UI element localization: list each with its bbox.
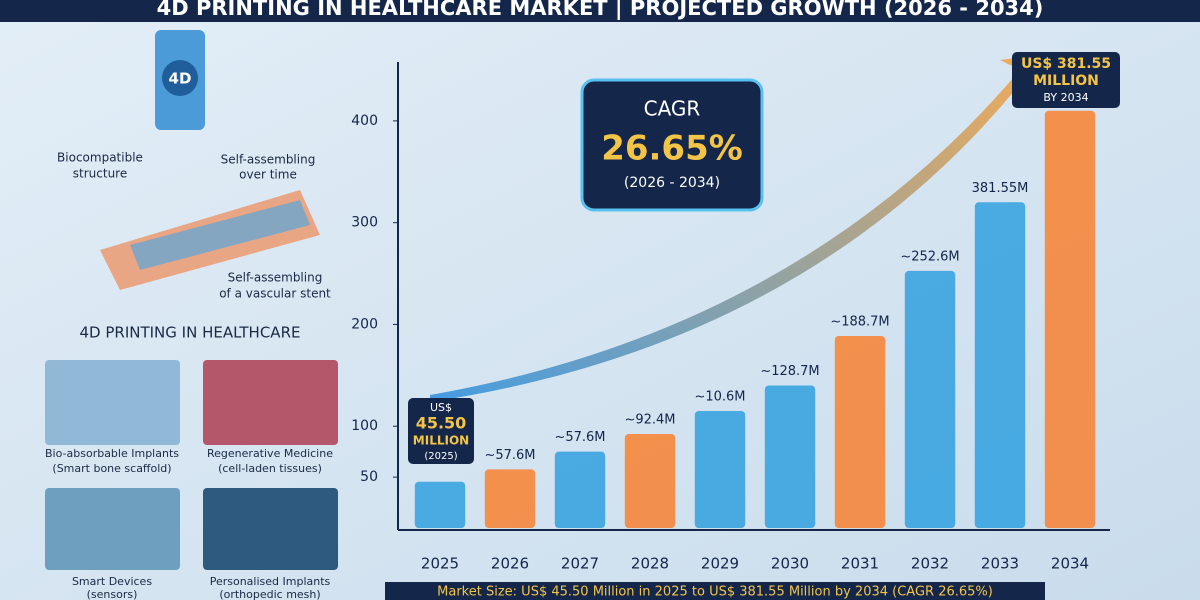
end-callout [1012, 52, 1120, 108]
card-sub: (Smart bone scaffold) [52, 462, 171, 475]
bar [974, 202, 1026, 529]
footer: Market Size: US$ 45.50 Million in 2025 t… [437, 585, 993, 600]
callout-text: 45.50 [416, 414, 467, 433]
bar [1044, 110, 1096, 528]
badge [162, 60, 198, 96]
chart-title: 4D PRINTING IN HEALTHCARE MARKET | PROJE… [157, 0, 1044, 21]
callout-text: MILLION [1033, 73, 1099, 89]
start-callout [408, 398, 474, 464]
bar [414, 481, 466, 528]
bar [624, 433, 676, 528]
note: Biocompatible [57, 151, 143, 165]
y-tick-label: 200 [351, 316, 378, 332]
card-image [45, 360, 180, 445]
bar-annotation: 381.55M [972, 181, 1029, 196]
y-tick-label: 300 [351, 215, 378, 231]
x-tick-label: 2026 [491, 555, 529, 573]
footer-bar [385, 582, 1045, 600]
x-tick-label: 2028 [631, 555, 669, 573]
card-sub: (cell-laden tissues) [218, 462, 322, 475]
bar-annotation: ~128.7M [760, 364, 819, 379]
note: of a vascular stent [219, 287, 331, 301]
x-tick-label: 2034 [1051, 555, 1089, 573]
bar [764, 385, 816, 528]
cagr-value: 26.65% [601, 129, 743, 169]
bar [834, 335, 886, 528]
bar-annotation: ~92.4M [624, 412, 675, 427]
bar [554, 451, 606, 528]
x-tick-label: 2029 [701, 555, 739, 573]
card-title: Personalised Implants [210, 575, 331, 588]
x-tick-label: 2027 [561, 555, 599, 573]
bar-annotation: ~188.7M [830, 314, 889, 329]
bar-annotation: ~57.6M [484, 448, 535, 463]
note: Self-assembling [228, 271, 323, 285]
bar-annotation: ~252.6M [900, 249, 959, 264]
callout-text: US$ 381.55 [1021, 56, 1111, 72]
bar [904, 270, 956, 528]
cagr-period: (2026 - 2034) [624, 175, 720, 191]
badge-text: 4D [169, 70, 192, 88]
x-tick-label: 2032 [911, 555, 949, 573]
card-image [45, 488, 180, 570]
card-title: Bio-absorbable Implants [45, 447, 179, 460]
callout-text: (2025) [424, 451, 457, 462]
y-tick-label: 100 [351, 418, 378, 434]
cagr-label: CAGR [644, 97, 701, 121]
stent-inner [130, 200, 310, 270]
card-sub: (orthopedic mesh) [219, 588, 320, 600]
note: Self-assembling [221, 153, 316, 167]
bar [694, 410, 746, 528]
card-image [203, 360, 338, 445]
x-tick-label: 2030 [771, 555, 809, 573]
card-image [203, 488, 338, 570]
bar [484, 469, 536, 528]
bar-annotation: ~57.6M [554, 430, 605, 445]
panel-heading: 4D PRINTING IN HEALTHCARE [80, 324, 301, 342]
x-tick-label: 2033 [981, 555, 1019, 573]
card-sub: (sensors) [87, 588, 138, 600]
card-title: Smart Devices [72, 575, 152, 588]
callout-text: MILLION [413, 434, 469, 448]
note: structure [73, 167, 127, 181]
bar-annotation: ~10.6M [694, 389, 745, 404]
callout-text: US$ [430, 401, 452, 414]
y-tick-label: 50 [360, 469, 378, 485]
note: over time [239, 168, 297, 182]
card-title: Regenerative Medicine [207, 447, 333, 460]
cagr-box [580, 78, 764, 212]
y-tick-label: 400 [351, 113, 378, 129]
x-tick-label: 2031 [841, 555, 879, 573]
callout-text: BY 2034 [1043, 91, 1088, 104]
title-bar [0, 0, 1200, 22]
x-tick-label: 2025 [421, 555, 459, 573]
